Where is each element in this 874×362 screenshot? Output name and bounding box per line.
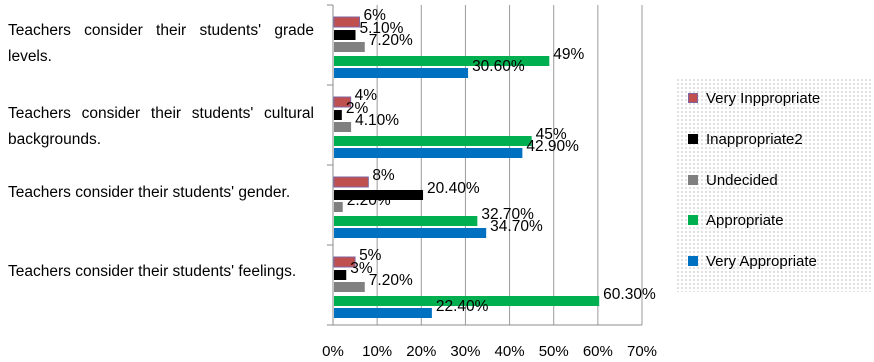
bar-series-0-category-0 [333, 16, 360, 28]
bar-series-0-category-3 [333, 256, 356, 268]
bar-series-1-category-0 [334, 30, 356, 40]
x-tick-label-60: 60% [583, 343, 613, 360]
bar-series-2-category-0 [334, 42, 365, 52]
data-label-series-3-category-3: 60.30% [603, 286, 656, 303]
bar-series-0-category-1 [333, 96, 352, 108]
bar-series-3-category-0 [334, 56, 550, 66]
data-label-series-4-category-1: 42.90% [526, 138, 579, 155]
x-tick-label-10: 10% [362, 343, 392, 360]
x-tick-label-50: 50% [539, 343, 569, 360]
legend-item-inappropriate: Inappropriate2 [688, 129, 803, 149]
bar-series-3-category-2 [334, 216, 478, 226]
data-label-series-1-category-0: 5.10% [360, 20, 404, 37]
bar-series-1-category-3 [334, 270, 347, 280]
x-tick-label-30: 30% [450, 343, 480, 360]
data-label-series-2-category-3: 7.20% [369, 272, 413, 289]
legend-swatch-inappropriate [688, 134, 698, 144]
bar-series-3-category-1 [334, 136, 532, 146]
data-label-series-3-category-2: 32.70% [481, 206, 534, 223]
legend-label-appropriate: Appropriate [706, 211, 784, 229]
category-label-0: Teachers consider their students' grade … [8, 22, 314, 65]
data-label-series-1-category-3: 3% [350, 260, 373, 277]
legend-label-very-inappropriate: Very Inppropriate [706, 89, 821, 107]
legend: Very Inppropriate Inappropriate2 Undecid… [676, 78, 872, 292]
data-label-series-0-category-1: 4% [355, 87, 378, 104]
data-label-series-1-category-2: 20.40% [427, 180, 480, 197]
data-label-series-4-category-0: 30.60% [472, 58, 525, 75]
bar-series-4-category-0 [334, 68, 469, 78]
x-tick-label-70: 70% [627, 343, 657, 360]
bar-series-1-category-2 [334, 190, 424, 200]
legend-label-inappropriate: Inappropriate2 [706, 130, 803, 148]
bar-series-1-category-1 [334, 110, 342, 120]
legend-swatch-undecided [688, 175, 698, 185]
legend-item-undecided: Undecided [688, 170, 778, 190]
legend-item-very-inappropriate: Very Inppropriate [688, 88, 820, 108]
data-label-series-3-category-1: 45% [536, 126, 567, 143]
bar-series-4-category-1 [334, 148, 523, 158]
bar-series-2-category-2 [334, 202, 343, 212]
data-label-series-3-category-0: 49% [553, 46, 584, 63]
category-label-2: Teachers consider their students' gender… [8, 184, 291, 201]
data-label-series-4-category-2: 34.70% [490, 218, 543, 235]
bar-series-2-category-3 [334, 282, 365, 292]
data-label-series-0-category-3: 5% [359, 247, 382, 264]
category-label-3: Teachers consider their students' feelin… [8, 263, 297, 280]
legend-label-undecided: Undecided [706, 171, 778, 189]
data-label-series-2-category-1: 4.10% [355, 112, 399, 129]
x-tick-label-20: 20% [406, 343, 436, 360]
category-label-1: Teachers consider their students' cultur… [8, 105, 314, 148]
x-tick-label-0: 0% [322, 343, 344, 360]
x-tick-label-40: 40% [495, 343, 525, 360]
data-label-series-4-category-3: 22.40% [436, 298, 489, 315]
bar-series-2-category-1 [334, 122, 352, 132]
bar-series-0-category-2 [333, 176, 369, 188]
legend-label-very-appropriate: Very Appropriate [706, 252, 817, 270]
data-label-series-0-category-0: 6% [363, 7, 386, 24]
legend-swatch-appropriate [688, 215, 698, 225]
legend-swatch-very-inappropriate [688, 93, 698, 103]
legend-swatch-very-appropriate [688, 256, 698, 266]
data-label-series-1-category-1: 2% [346, 100, 369, 117]
bar-series-4-category-2 [334, 228, 487, 238]
data-label-series-2-category-2: 2.20% [347, 192, 391, 209]
bar-series-4-category-3 [334, 308, 432, 318]
data-label-series-2-category-0: 7.20% [369, 32, 413, 49]
data-label-series-0-category-2: 8% [372, 167, 395, 184]
bar-series-3-category-3 [334, 296, 600, 306]
legend-item-appropriate: Appropriate [688, 210, 784, 230]
legend-item-very-appropriate: Very Appropriate [688, 251, 817, 271]
